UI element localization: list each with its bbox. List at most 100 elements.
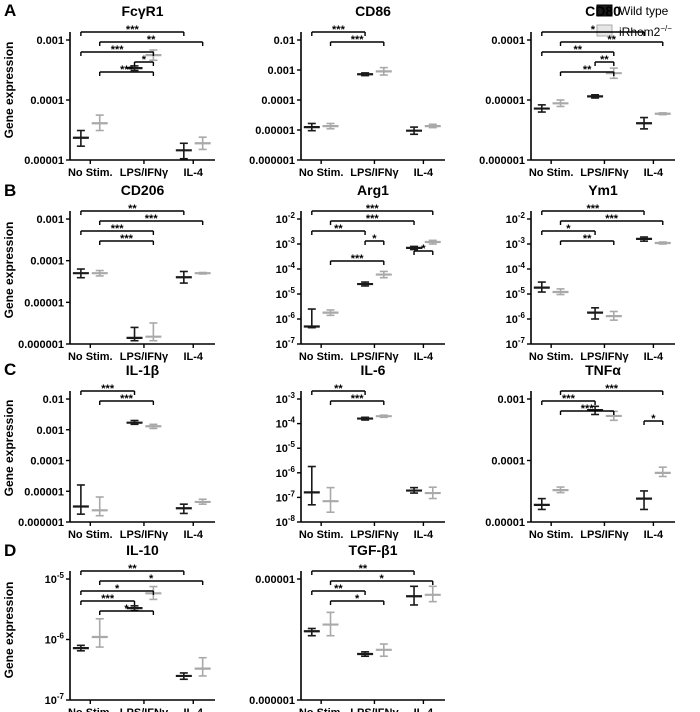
chart-panel-1: FcγR1 0.001 0.0001 0.00001 No Stim. LPS/IFNγ I… (24, 3, 215, 179)
data-point (587, 94, 604, 99)
significance-bracket: *** (559, 403, 615, 415)
y-tick-exponent: -4 (518, 261, 526, 270)
data-point (375, 643, 392, 658)
significance-stars: ** (334, 223, 343, 235)
y-tick-exponent: -6 (57, 632, 65, 641)
y-tick-base: 10 (276, 214, 288, 226)
y-tick-label: 0.00001 (24, 155, 64, 167)
x-tick-label: IL-4 (414, 167, 434, 179)
y-tick-base: 10 (276, 314, 288, 326)
x-tick-label: LPS/IFNγ (120, 351, 169, 363)
y-tick-exponent: -3 (288, 236, 296, 245)
legend-label-wild-type: Wild type (619, 4, 669, 18)
significance-bracket: ** (80, 563, 185, 575)
y-tick-label: 10-6 (45, 632, 65, 647)
chart-title: CD80 (585, 3, 621, 19)
y-tick-label: 0.0001 (491, 35, 525, 47)
chart-title: Arg1 (357, 182, 389, 198)
y-tick-label: 10-2 (506, 211, 526, 226)
y-tick-label: 0.0001 (491, 456, 525, 468)
data-point (194, 656, 211, 677)
significance-bracket: *** (311, 203, 434, 215)
chart-panel-3: CD80 0.0001 0.00001 0.000001 No Stim. LPS/IFN… (479, 3, 675, 179)
data-point (406, 126, 423, 136)
x-tick-label: LPS/IFNγ (580, 167, 629, 179)
y-tick-label: 10-3 (276, 236, 296, 251)
y-axis-label-row-b: Gene expression (2, 222, 16, 319)
significance-stars: *** (581, 403, 595, 415)
y-axis-label-row-c: Gene expression (2, 400, 16, 497)
significance-bracket: ** (559, 34, 664, 46)
y-axis-label-row-a: Gene expression (2, 42, 16, 139)
y-tick-label: 10-7 (506, 336, 526, 351)
significance-stars: *** (111, 223, 125, 235)
significance-stars: *** (351, 393, 365, 405)
data-point (605, 310, 622, 321)
significance-bracket: * (133, 54, 155, 66)
data-point (533, 281, 550, 293)
x-tick-label: No Stim. (68, 707, 113, 712)
y-tick-label: 0.00001 (485, 95, 525, 107)
significance-bracket: *** (80, 24, 185, 36)
y-tick-exponent: -5 (288, 286, 296, 295)
x-tick-label: LPS/IFNγ (350, 707, 399, 712)
x-tick-label: IL-4 (183, 167, 203, 179)
y-tick-label: 10-4 (276, 416, 296, 431)
data-point (654, 241, 671, 245)
x-tick-label: IL-4 (644, 529, 664, 541)
significance-stars: * (379, 573, 384, 585)
significance-stars: ** (359, 563, 368, 575)
y-tick-exponent: -4 (288, 416, 296, 425)
significance-bracket: ** (311, 223, 366, 235)
chart-title: FcγR1 (121, 3, 163, 19)
y-tick-label: 0.000001 (18, 339, 64, 351)
y-tick-base: 10 (45, 635, 57, 647)
chart-panel-7: IL-1β 0.01 0.001 0.0001 0.00001 0.000001 No St… (18, 362, 215, 541)
x-tick-label: No Stim. (529, 167, 574, 179)
significance-stars: *** (351, 34, 365, 46)
significance-bracket: ** (541, 44, 615, 56)
significance-stars: ** (583, 233, 592, 245)
significance-bracket: *** (329, 393, 385, 405)
x-tick-label: LPS/IFNγ (120, 707, 169, 712)
data-point (552, 486, 569, 494)
y-tick-label: 10-6 (276, 465, 296, 480)
x-tick-label: LPS/IFNγ (580, 529, 629, 541)
data-point (303, 627, 320, 637)
data-point (145, 423, 162, 430)
row-letter-d: D (4, 541, 16, 560)
significance-bracket: *** (311, 24, 366, 36)
significance-stars: *** (126, 24, 140, 36)
legend-label-irhom2-superscript: −/− (660, 24, 672, 33)
significance-bracket: ** (99, 34, 204, 46)
data-point (72, 129, 89, 147)
y-tick-exponent: -5 (288, 440, 296, 449)
y-tick-base: 10 (276, 419, 288, 431)
data-point (322, 486, 339, 514)
data-point (126, 605, 143, 612)
y-tick-exponent: -3 (518, 236, 526, 245)
significance-stars: *** (120, 393, 134, 405)
row-letter-c: C (4, 360, 16, 379)
data-point (533, 104, 550, 113)
x-tick-label: No Stim. (529, 351, 574, 363)
data-point (126, 419, 143, 426)
significance-bracket: *** (559, 213, 664, 225)
data-point (175, 503, 192, 515)
significance-stars: * (591, 24, 596, 36)
data-point (194, 498, 211, 505)
y-tick-label: 10-5 (276, 440, 296, 455)
row-letter-a: A (4, 1, 16, 20)
y-tick-exponent: -5 (518, 286, 526, 295)
data-point (636, 236, 653, 242)
y-tick-label: 0.00001 (24, 297, 64, 309)
y-tick-base: 10 (276, 492, 288, 504)
x-tick-label: IL-4 (183, 351, 203, 363)
x-tick-label: LPS/IFNγ (120, 529, 169, 541)
y-tick-label: 0.00001 (255, 574, 295, 586)
data-point (424, 239, 441, 245)
significance-stars: *** (332, 24, 346, 36)
y-tick-label: 0.000001 (249, 695, 295, 707)
significance-bracket: *** (559, 383, 664, 395)
